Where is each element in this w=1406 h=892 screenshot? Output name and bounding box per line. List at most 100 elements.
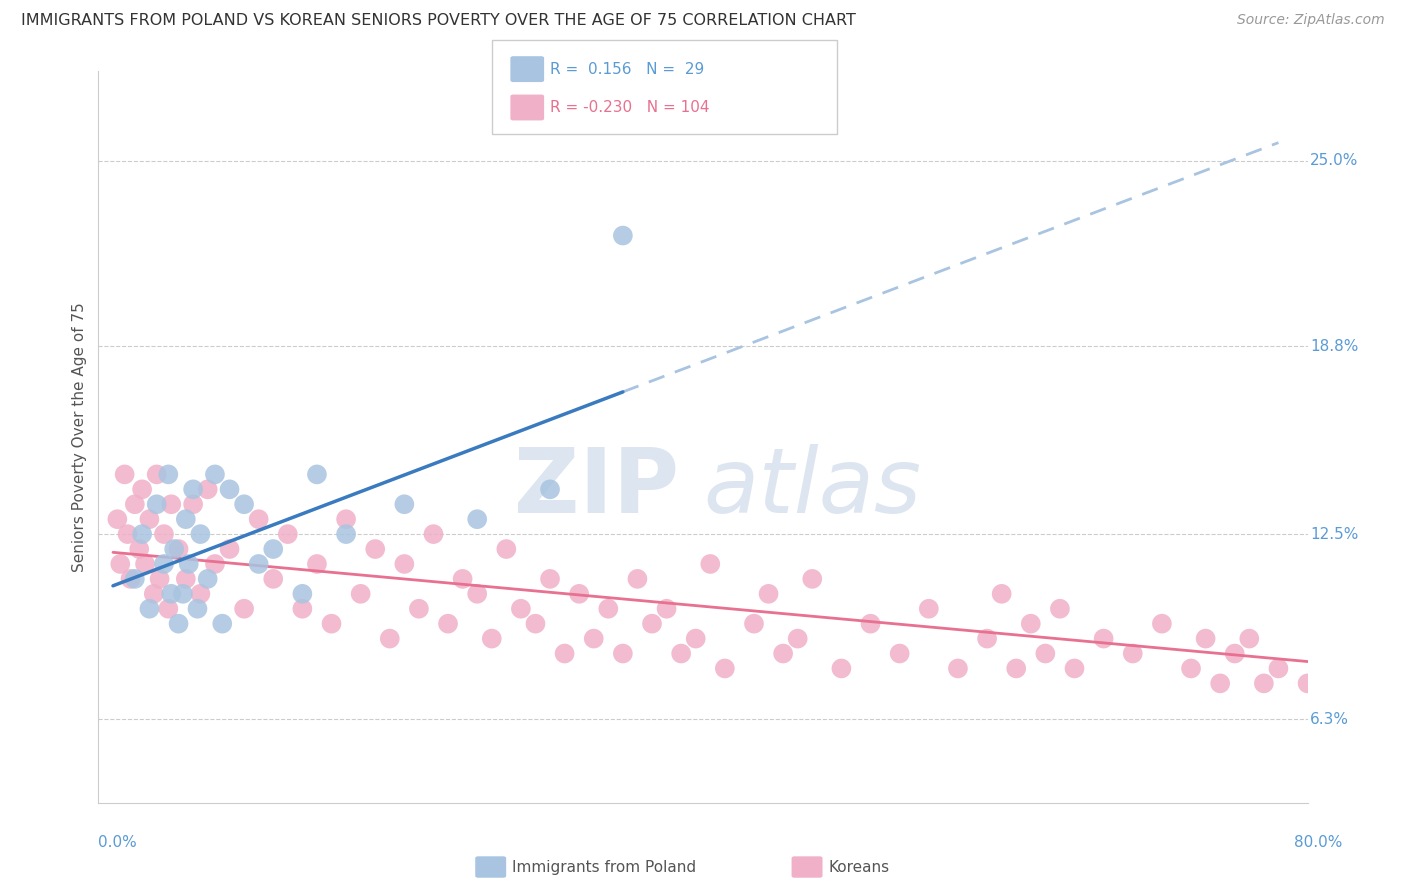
Point [138,601,160,615]
Point [167,616,190,631]
Text: 80.0%: 80.0% [1295,836,1343,850]
Point [163,542,186,557]
Point [786,632,808,646]
Point [190,587,212,601]
Point [181,497,204,511]
Point [918,601,941,615]
Point [131,527,153,541]
Point [120,572,142,586]
Point [197,572,219,586]
Point [1150,616,1173,631]
Point [1340,691,1362,706]
Point [153,527,176,541]
Text: 18.8%: 18.8% [1310,339,1358,353]
Point [1122,647,1144,661]
Point [699,557,721,571]
Point [177,557,200,571]
Point [538,572,561,586]
Point [167,542,190,557]
Point [641,616,664,631]
Point [394,497,416,511]
Point [305,557,328,571]
Point [685,632,707,646]
Point [509,601,531,615]
Point [1063,661,1085,675]
Point [1033,647,1056,661]
Point [1194,632,1216,646]
Point [186,601,208,615]
Point [305,467,328,482]
Text: 25.0%: 25.0% [1310,153,1358,169]
Point [1049,601,1071,615]
Point [291,587,314,601]
Point [1369,661,1392,675]
Point [233,497,256,511]
Point [1399,676,1406,690]
Point [990,587,1012,601]
Point [1223,647,1246,661]
Point [211,616,233,631]
Point [204,467,226,482]
Point [321,616,343,631]
Point [218,483,240,497]
Point [598,601,620,615]
Point [291,601,314,615]
Point [568,587,591,601]
Point [1019,616,1042,631]
Point [138,512,160,526]
Point [612,647,634,661]
Text: atlas: atlas [703,444,921,533]
Point [128,542,150,557]
Text: R =  0.156   N =  29: R = 0.156 N = 29 [550,62,704,77]
Point [451,572,474,586]
Point [117,527,139,541]
Point [1239,632,1261,646]
Point [157,467,180,482]
Point [233,601,256,615]
Point [481,632,503,646]
Point [830,661,852,675]
Text: ZIP: ZIP [513,444,679,533]
Point [174,512,197,526]
Point [174,572,197,586]
Point [262,572,284,586]
Point [554,647,576,661]
Point [160,497,183,511]
Point [131,483,153,497]
Text: Koreans: Koreans [828,860,889,874]
Point [181,483,204,497]
Text: 12.5%: 12.5% [1310,526,1358,541]
Point [105,512,128,526]
Point [524,616,547,631]
Point [335,527,357,541]
Point [714,661,737,675]
Point [190,527,212,541]
Y-axis label: Seniors Poverty Over the Age of 75: Seniors Poverty Over the Age of 75 [72,302,87,572]
Point [669,647,692,661]
Point [149,572,172,586]
Point [408,601,430,615]
Point [582,632,605,646]
Text: 6.3%: 6.3% [1310,712,1348,727]
Text: 0.0%: 0.0% [98,836,138,850]
Point [1253,676,1275,690]
Point [172,587,194,601]
Point [1005,661,1028,675]
Point [655,601,678,615]
Point [495,542,517,557]
Point [422,527,444,541]
Point [742,616,765,631]
Point [110,557,132,571]
Point [859,616,882,631]
Point [114,467,136,482]
Point [124,497,146,511]
Point [378,632,401,646]
Point [350,587,373,601]
Point [1180,661,1202,675]
Point [157,601,180,615]
Point [394,557,416,571]
Point [335,512,357,526]
Text: IMMIGRANTS FROM POLAND VS KOREAN SENIORS POVERTY OVER THE AGE OF 75 CORRELATION : IMMIGRANTS FROM POLAND VS KOREAN SENIORS… [21,13,856,29]
Point [437,616,460,631]
Text: Immigrants from Poland: Immigrants from Poland [512,860,696,874]
